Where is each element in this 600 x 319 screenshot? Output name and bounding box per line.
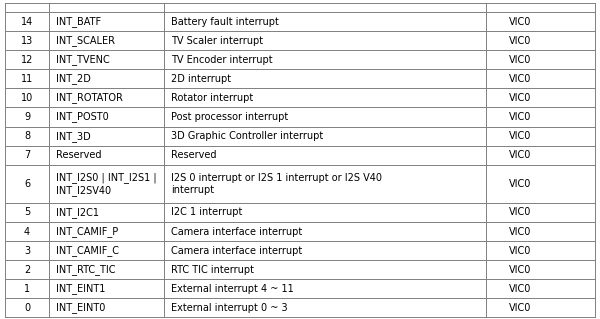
Text: 14: 14 bbox=[21, 17, 33, 26]
Text: INT_EINT1: INT_EINT1 bbox=[56, 283, 106, 294]
Text: 1: 1 bbox=[24, 284, 30, 294]
Bar bbox=[5, 3, 595, 12]
Text: RTC TIC interrupt: RTC TIC interrupt bbox=[172, 265, 254, 275]
Text: 6: 6 bbox=[24, 179, 30, 189]
Text: 3: 3 bbox=[24, 246, 30, 256]
Text: VIC0: VIC0 bbox=[509, 226, 531, 236]
Text: 8: 8 bbox=[24, 131, 30, 141]
Bar bbox=[5, 31, 595, 50]
Bar bbox=[5, 222, 595, 241]
Bar bbox=[5, 108, 595, 127]
Text: 9: 9 bbox=[24, 112, 30, 122]
Text: External interrupt 4 ~ 11: External interrupt 4 ~ 11 bbox=[172, 284, 294, 294]
Text: INT_TVENC: INT_TVENC bbox=[56, 54, 110, 65]
Text: VIC0: VIC0 bbox=[509, 179, 531, 189]
Text: INT_RTC_TIC: INT_RTC_TIC bbox=[56, 264, 116, 275]
Text: VIC0: VIC0 bbox=[509, 246, 531, 256]
Text: 10: 10 bbox=[21, 93, 33, 103]
Text: INT_CAMIF_C: INT_CAMIF_C bbox=[56, 245, 119, 256]
Bar bbox=[5, 165, 595, 203]
Bar bbox=[5, 145, 595, 165]
Text: TV Scaler interrupt: TV Scaler interrupt bbox=[172, 36, 263, 46]
Bar bbox=[5, 241, 595, 260]
Text: 11: 11 bbox=[21, 74, 33, 84]
Text: 3D Graphic Controller interrupt: 3D Graphic Controller interrupt bbox=[172, 131, 323, 141]
Text: TV Encoder interrupt: TV Encoder interrupt bbox=[172, 55, 273, 65]
Text: Post processor interrupt: Post processor interrupt bbox=[172, 112, 289, 122]
Text: 2D interrupt: 2D interrupt bbox=[172, 74, 232, 84]
Text: VIC0: VIC0 bbox=[509, 74, 531, 84]
Text: INT_EINT0: INT_EINT0 bbox=[56, 302, 106, 313]
Text: VIC0: VIC0 bbox=[509, 207, 531, 218]
Text: 4: 4 bbox=[24, 226, 30, 236]
Text: VIC0: VIC0 bbox=[509, 131, 531, 141]
Text: VIC0: VIC0 bbox=[509, 150, 531, 160]
Text: VIC0: VIC0 bbox=[509, 55, 531, 65]
Text: INT_I2C1: INT_I2C1 bbox=[56, 207, 99, 218]
Text: VIC0: VIC0 bbox=[509, 17, 531, 26]
Text: Battery fault interrupt: Battery fault interrupt bbox=[172, 17, 279, 26]
Bar bbox=[5, 279, 595, 298]
Bar bbox=[5, 203, 595, 222]
Bar bbox=[5, 298, 595, 317]
Text: INT_POST0: INT_POST0 bbox=[56, 112, 109, 122]
Text: VIC0: VIC0 bbox=[509, 265, 531, 275]
Text: INT_ROTATOR: INT_ROTATOR bbox=[56, 93, 123, 103]
Text: External interrupt 0 ~ 3: External interrupt 0 ~ 3 bbox=[172, 303, 288, 313]
Text: INT_2D: INT_2D bbox=[56, 73, 91, 84]
Text: I2S 0 interrupt or I2S 1 interrupt or I2S V40
interrupt: I2S 0 interrupt or I2S 1 interrupt or I2… bbox=[172, 173, 382, 195]
Text: Camera interface interrupt: Camera interface interrupt bbox=[172, 246, 302, 256]
Text: VIC0: VIC0 bbox=[509, 303, 531, 313]
Text: VIC0: VIC0 bbox=[509, 93, 531, 103]
Text: Camera interface interrupt: Camera interface interrupt bbox=[172, 226, 302, 236]
Text: Reserved: Reserved bbox=[56, 150, 102, 160]
Bar bbox=[5, 127, 595, 145]
Text: VIC0: VIC0 bbox=[509, 284, 531, 294]
Bar bbox=[5, 12, 595, 31]
Text: INT_3D: INT_3D bbox=[56, 130, 91, 142]
Bar bbox=[5, 50, 595, 69]
Text: I2C 1 interrupt: I2C 1 interrupt bbox=[172, 207, 243, 218]
Bar bbox=[5, 69, 595, 88]
Bar bbox=[5, 260, 595, 279]
Text: INT_I2S0 | INT_I2S1 |
INT_I2SV40: INT_I2S0 | INT_I2S1 | INT_I2SV40 bbox=[56, 172, 157, 196]
Text: 13: 13 bbox=[21, 36, 33, 46]
Text: 12: 12 bbox=[21, 55, 33, 65]
Text: VIC0: VIC0 bbox=[509, 112, 531, 122]
Text: Rotator interrupt: Rotator interrupt bbox=[172, 93, 254, 103]
Text: Reserved: Reserved bbox=[172, 150, 217, 160]
Text: 7: 7 bbox=[24, 150, 30, 160]
Text: INT_CAMIF_P: INT_CAMIF_P bbox=[56, 226, 119, 237]
Text: INT_SCALER: INT_SCALER bbox=[56, 35, 115, 46]
Bar bbox=[5, 88, 595, 108]
Text: 2: 2 bbox=[24, 265, 30, 275]
Text: 5: 5 bbox=[24, 207, 30, 218]
Text: INT_BATF: INT_BATF bbox=[56, 16, 101, 27]
Text: 0: 0 bbox=[24, 303, 30, 313]
Text: VIC0: VIC0 bbox=[509, 36, 531, 46]
